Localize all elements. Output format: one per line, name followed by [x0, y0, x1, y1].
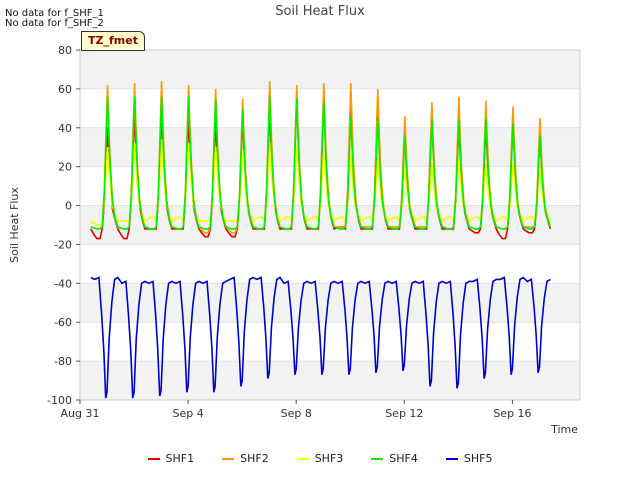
x-tick-label: Sep 4 [172, 407, 203, 420]
y-axis-label: Soil Heat Flux [8, 187, 21, 263]
plot-frame [79, 49, 581, 401]
legend-label: SHF1 [165, 452, 195, 465]
plot-band [80, 88, 580, 128]
series-line-shf4 [90, 96, 552, 230]
legend-label: SHF5 [463, 452, 493, 465]
legend-swatch [296, 457, 309, 460]
y-tick-label: 20 [58, 161, 72, 174]
legend-label: SHF2 [240, 452, 269, 465]
plot-band [80, 244, 580, 284]
legend-item-shf4: SHF4 [371, 452, 418, 465]
x-axis: Aug 31 Sep 4 Sep 8 Sep 12 Sep 16 [61, 400, 532, 420]
x-tick-label: Aug 31 [61, 407, 100, 420]
legend-item-shf5: SHF5 [445, 452, 493, 465]
x-axis-label: Time [550, 423, 578, 436]
series-layer [90, 81, 552, 399]
legend-swatch [445, 457, 458, 460]
y-tick-label: -40 [54, 277, 72, 290]
series-line-shf5 [90, 276, 551, 399]
chart-title: Soil Heat Flux [275, 4, 365, 19]
plot-band [80, 50, 580, 89]
y-tick-label: 60 [58, 83, 72, 96]
legend-item-shf3: SHF3 [296, 452, 344, 465]
legend-label: SHF3 [314, 452, 344, 465]
legend-label: SHF4 [389, 452, 418, 465]
legend: SHF1 SHF2 SHF3 SHF4 SHF5 [0, 452, 640, 465]
x-tick-label: Sep 8 [281, 407, 312, 420]
no-data-note-1: No data for f_SHF_1 [5, 8, 104, 19]
legend-swatch [147, 457, 160, 460]
y-tick-label: -20 [54, 238, 72, 251]
y-axis: -100 -80 -60 -40 -20 0 20 40 60 80 [47, 44, 80, 407]
plot-band [80, 322, 580, 362]
plot-band [80, 361, 580, 400]
plot-bands [80, 49, 580, 401]
legend-item-shf2: SHF2 [222, 452, 269, 465]
no-data-note-2: No data for f_SHF_2 [5, 18, 104, 29]
site-label-badge: TZ_fmet [81, 31, 145, 51]
x-tick-label: Sep 12 [385, 407, 423, 420]
y-tick-label: -80 [54, 355, 72, 368]
plot-band [80, 166, 580, 206]
plot-band [80, 127, 580, 167]
legend-item-shf1: SHF1 [147, 452, 195, 465]
x-tick-label: Sep 16 [493, 407, 531, 420]
y-tick-label: -60 [54, 316, 72, 329]
legend-swatch [222, 457, 235, 460]
y-tick-label: 40 [58, 122, 72, 135]
y-tick-label: 0 [65, 200, 72, 213]
y-tick-label: -100 [47, 394, 72, 407]
y-tick-label: 80 [58, 44, 72, 57]
legend-swatch [371, 457, 384, 460]
